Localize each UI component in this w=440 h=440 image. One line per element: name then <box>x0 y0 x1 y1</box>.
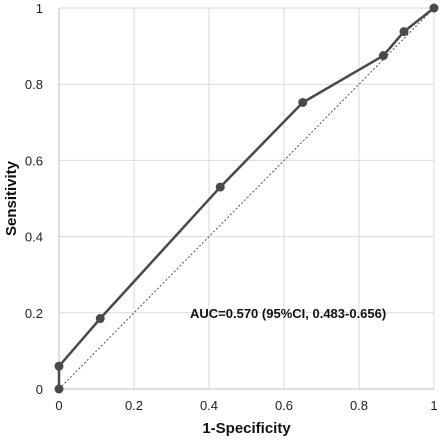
roc-curve-line <box>57 7 435 389</box>
roc-point <box>429 3 439 13</box>
roc-point <box>95 314 105 324</box>
y-tick-label: 0 <box>36 382 43 397</box>
y-tick-label: 0.4 <box>25 230 43 245</box>
auc-annotation: AUC=0.570 (95%CI, 0.483-0.656) <box>190 306 386 321</box>
y-tick-label: 0.8 <box>25 77 43 92</box>
x-tick-label: 0 <box>55 398 62 413</box>
roc-point <box>54 361 64 371</box>
roc-point <box>54 384 64 394</box>
x-tick-label: 1 <box>430 398 437 413</box>
roc-point <box>298 97 308 107</box>
y-tick-labels: 0 0.2 0.4 0.6 0.8 1 <box>25 1 43 397</box>
x-tick-labels: 0 0.2 0.4 0.6 0.8 1 <box>55 398 437 413</box>
x-axis-title: 1-Specificity <box>202 420 291 437</box>
y-axis-title: Sensitivity <box>3 160 20 236</box>
y-tick-label: 1 <box>36 1 43 16</box>
roc-point <box>215 182 225 192</box>
y-tick-label: 0.6 <box>25 153 43 168</box>
reference-diagonal-line <box>58 7 435 390</box>
x-tick-label: 0.2 <box>125 398 143 413</box>
roc-point <box>378 51 388 61</box>
grid <box>59 7 435 389</box>
roc-points <box>54 3 439 394</box>
roc-point <box>399 27 409 37</box>
y-tick-label: 0.2 <box>25 306 43 321</box>
x-tick-label: 0.6 <box>275 398 293 413</box>
x-tick-label: 0.4 <box>200 398 218 413</box>
x-tick-label: 0.8 <box>350 398 368 413</box>
